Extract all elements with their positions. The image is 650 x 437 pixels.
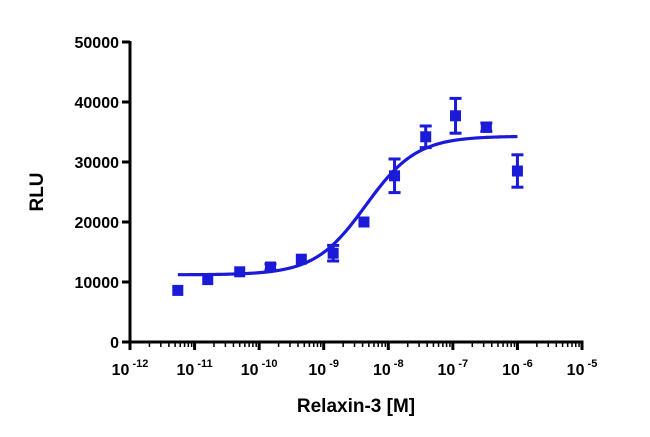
axes (122, 40, 584, 350)
y-tick-labels: 0 10000 20000 30000 40000 50000 (75, 35, 120, 352)
square-marker (358, 216, 370, 228)
data-point (172, 284, 184, 296)
square-marker (327, 247, 339, 259)
data-point (511, 153, 524, 189)
x-tick-label: 10 -5 (567, 358, 598, 379)
x-tick-label: 10 -11 (176, 358, 212, 379)
data-point (234, 266, 246, 278)
fit-curve-group (177, 134, 518, 277)
square-marker (511, 165, 523, 177)
x-tick-label: 10 -8 (373, 358, 404, 379)
y-tick-label: 40000 (75, 95, 120, 112)
data-points (172, 96, 524, 296)
square-marker (265, 261, 277, 273)
data-point (327, 243, 340, 263)
x-tick-label: 10 -6 (502, 358, 533, 379)
x-tick-label: 10 -9 (308, 358, 339, 379)
square-marker (202, 274, 214, 286)
square-marker (480, 121, 492, 133)
x-tick-labels: 10 -12 10 -11 10 -10 10 -9 10 -8 10 -7 10 -6 10… (112, 358, 598, 379)
y-tick-label: 10000 (75, 275, 120, 292)
y-tick-label: 20000 (75, 215, 120, 232)
y-axis-title: RLU (27, 172, 48, 211)
data-point (295, 253, 307, 265)
data-point (388, 157, 401, 195)
square-marker (172, 284, 184, 296)
data-point (264, 261, 277, 273)
y-tick-label: 30000 (75, 155, 120, 172)
square-marker (234, 266, 246, 278)
y-tick-label: 0 (110, 335, 119, 352)
square-marker (389, 170, 401, 182)
square-marker (420, 131, 432, 143)
x-tick-label: 10 -12 (112, 358, 149, 379)
x-tick-label: 10 -7 (438, 358, 469, 379)
data-point (480, 121, 493, 133)
square-marker (450, 110, 462, 122)
data-point (449, 96, 462, 135)
x-axis-title: Relaxin-3 [M] (297, 396, 415, 417)
data-point (358, 216, 370, 228)
data-point (419, 124, 432, 150)
fit-curve (177, 134, 518, 277)
data-point (202, 274, 214, 286)
x-tick-label: 10 -10 (241, 358, 278, 379)
square-marker (295, 253, 307, 265)
y-tick-label: 50000 (75, 35, 120, 52)
